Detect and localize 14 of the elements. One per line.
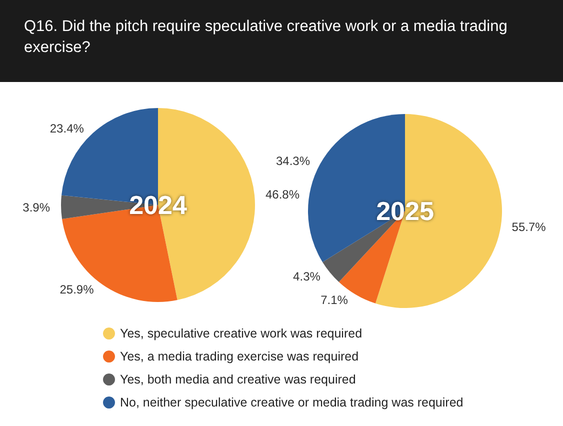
data-label: 23.4% — [50, 122, 84, 136]
data-label: 55.7% — [512, 220, 546, 234]
data-label: 3.9% — [22, 200, 50, 214]
legend-label: Yes, a media trading exercise was required — [120, 350, 359, 364]
legend-label: No, neither speculative creative or media trading was required — [120, 396, 464, 410]
data-label: 34.3% — [276, 154, 310, 168]
data-label: 4.3% — [293, 269, 321, 284]
legend-label: Yes, speculative creative work was required — [120, 326, 362, 340]
chart-title: Q16. Did the pitch require speculative creative work or a media trading exercise? — [0, 0, 563, 82]
data-label: 46.8% — [265, 188, 300, 202]
data-label: 7.1% — [320, 292, 348, 307]
legend-label: Yes, both media and creative was required — [120, 372, 356, 386]
data-label: 25.9% — [60, 282, 94, 296]
slice-label: 2024 — [129, 190, 188, 220]
